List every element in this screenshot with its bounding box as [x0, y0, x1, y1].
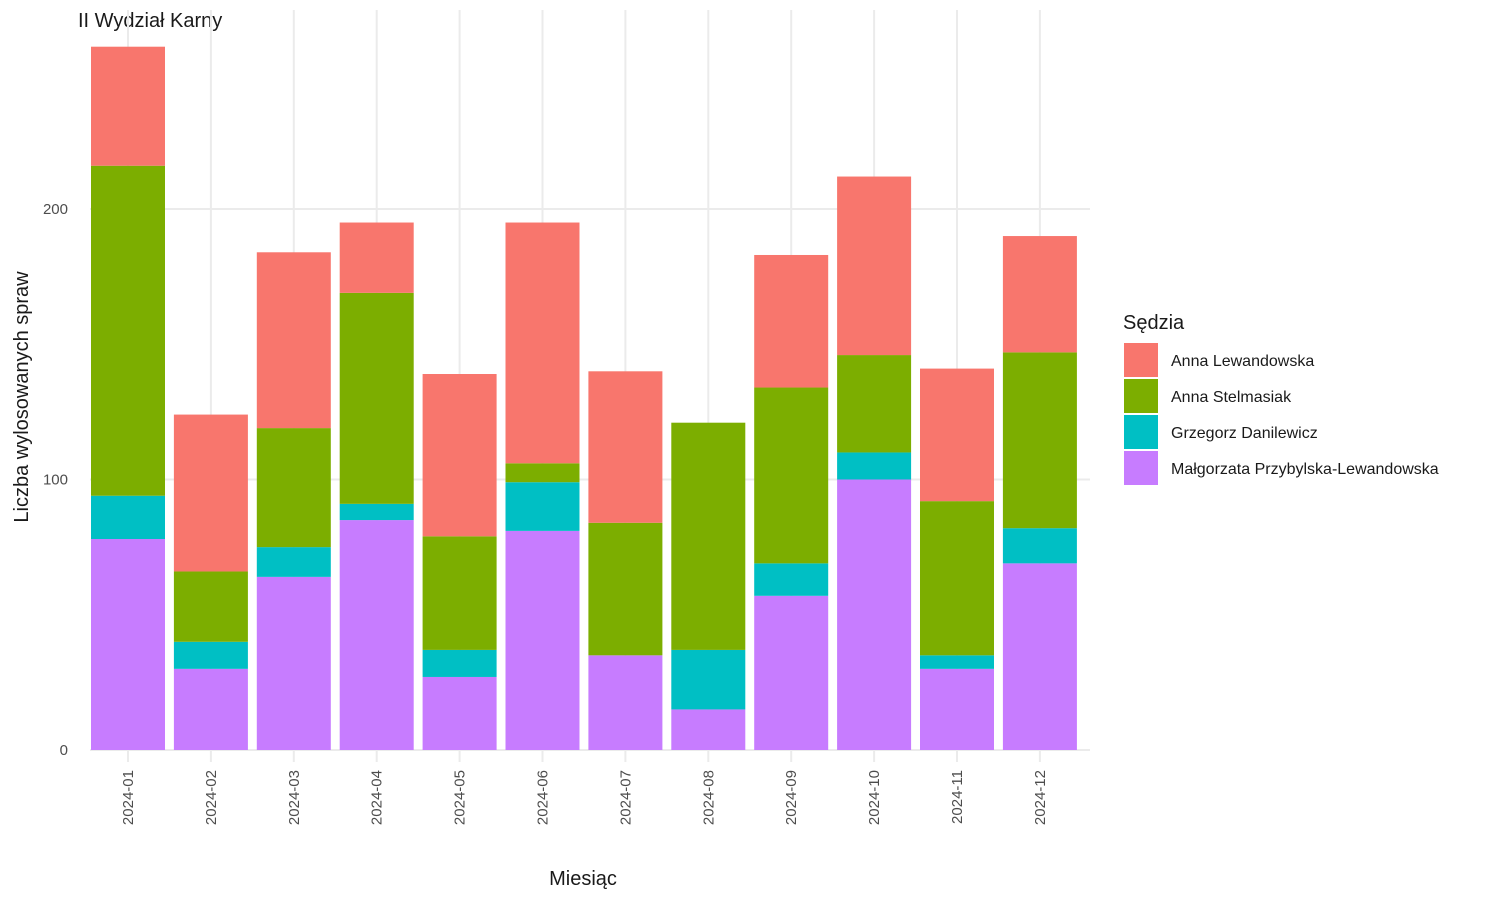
legend-label: Małgorzata Przybylska-Lewandowska: [1171, 461, 1439, 478]
bar-segment: [837, 452, 912, 480]
x-axis-title: Miesiąc: [549, 868, 617, 890]
bar-segment: [422, 676, 497, 750]
legend-label: Anna Lewandowska: [1171, 353, 1314, 370]
x-tick-label: 2024-06: [535, 770, 552, 825]
bar-segment: [505, 463, 580, 483]
bar-segment: [754, 595, 829, 750]
bar-segment: [256, 547, 331, 577]
bar-segment: [1002, 236, 1077, 353]
bar-segment: [837, 176, 912, 356]
legend-label: Grzegorz Danilewicz: [1171, 425, 1318, 442]
bar-segment: [91, 46, 165, 166]
x-axis-ticks: 2024-01 2024-02 2024-03 2024-04 2024-05 2024-…: [120, 770, 1049, 825]
bar-segment: [173, 668, 248, 750]
bar-segment: [754, 254, 829, 388]
bar-segment: [671, 649, 746, 710]
bar-segment: [588, 655, 663, 750]
bar-segment: [671, 709, 746, 750]
legend-key: [1124, 379, 1158, 413]
x-tick-label: 2024-10: [866, 770, 883, 825]
x-tick-label: 2024-09: [783, 770, 800, 825]
bar-segment: [91, 539, 165, 750]
bar-segment: [837, 355, 912, 453]
legend-label: Anna Stelmasiak: [1171, 389, 1292, 406]
bar-segment: [339, 222, 414, 293]
bar-segment: [920, 668, 994, 750]
bar-segment: [505, 222, 580, 464]
x-tick-label: 2024-01: [120, 770, 137, 825]
x-tick-label: 2024-05: [452, 770, 469, 825]
bar-segment: [920, 368, 994, 502]
y-axis-ticks: 0 100 200: [43, 201, 68, 759]
bar-segment: [173, 414, 248, 572]
bar-segment: [256, 576, 331, 750]
bars: [91, 46, 1077, 750]
y-tick-label: 200: [43, 201, 68, 218]
bar-segment: [920, 655, 994, 669]
bar-segment: [173, 641, 248, 669]
x-tick-label: 2024-08: [700, 770, 717, 825]
bar-segment: [1002, 563, 1077, 750]
bar-segment: [339, 292, 414, 504]
bar-segment: [505, 530, 580, 750]
bar-segment: [422, 374, 497, 537]
y-tick-label: 0: [60, 742, 68, 759]
chart-title: II Wydział Karny: [78, 10, 222, 32]
x-tick-label: 2024-07: [617, 770, 634, 825]
bar-segment: [588, 371, 663, 523]
legend-key: [1124, 415, 1158, 449]
x-tick-label: 2024-03: [286, 770, 303, 825]
legend-key: [1124, 343, 1158, 377]
bar-segment: [173, 571, 248, 642]
bar-segment: [422, 536, 497, 650]
legend: Sędzia Anna Lewandowska Anna Stelmasiak Gr…: [1123, 312, 1439, 485]
bar-segment: [505, 482, 580, 531]
bar-segment: [422, 649, 497, 677]
x-tick-label: 2024-12: [1032, 770, 1049, 825]
bar-segment: [671, 422, 746, 650]
x-tick-label: 2024-04: [369, 770, 386, 825]
bar-segment: [920, 501, 994, 656]
y-axis-title: Liczba wylosowanych spraw: [11, 271, 33, 523]
bar-segment: [754, 563, 829, 596]
bar-segment: [754, 387, 829, 564]
bar-segment: [1002, 528, 1077, 564]
bar-segment: [91, 495, 165, 540]
bar-segment: [256, 428, 331, 548]
bar-segment: [339, 503, 414, 521]
legend-key: [1124, 451, 1158, 485]
bar-segment: [339, 520, 414, 750]
bar-segment: [256, 252, 331, 429]
bar-segment: [837, 479, 912, 750]
x-tick-label: 2024-11: [949, 770, 966, 824]
x-tick-label: 2024-02: [203, 770, 220, 825]
bar-segment: [588, 522, 663, 656]
legend-title: Sędzia: [1123, 312, 1185, 334]
y-tick-label: 100: [43, 472, 68, 489]
bar-segment: [91, 165, 165, 496]
bar-segment: [1002, 352, 1077, 529]
